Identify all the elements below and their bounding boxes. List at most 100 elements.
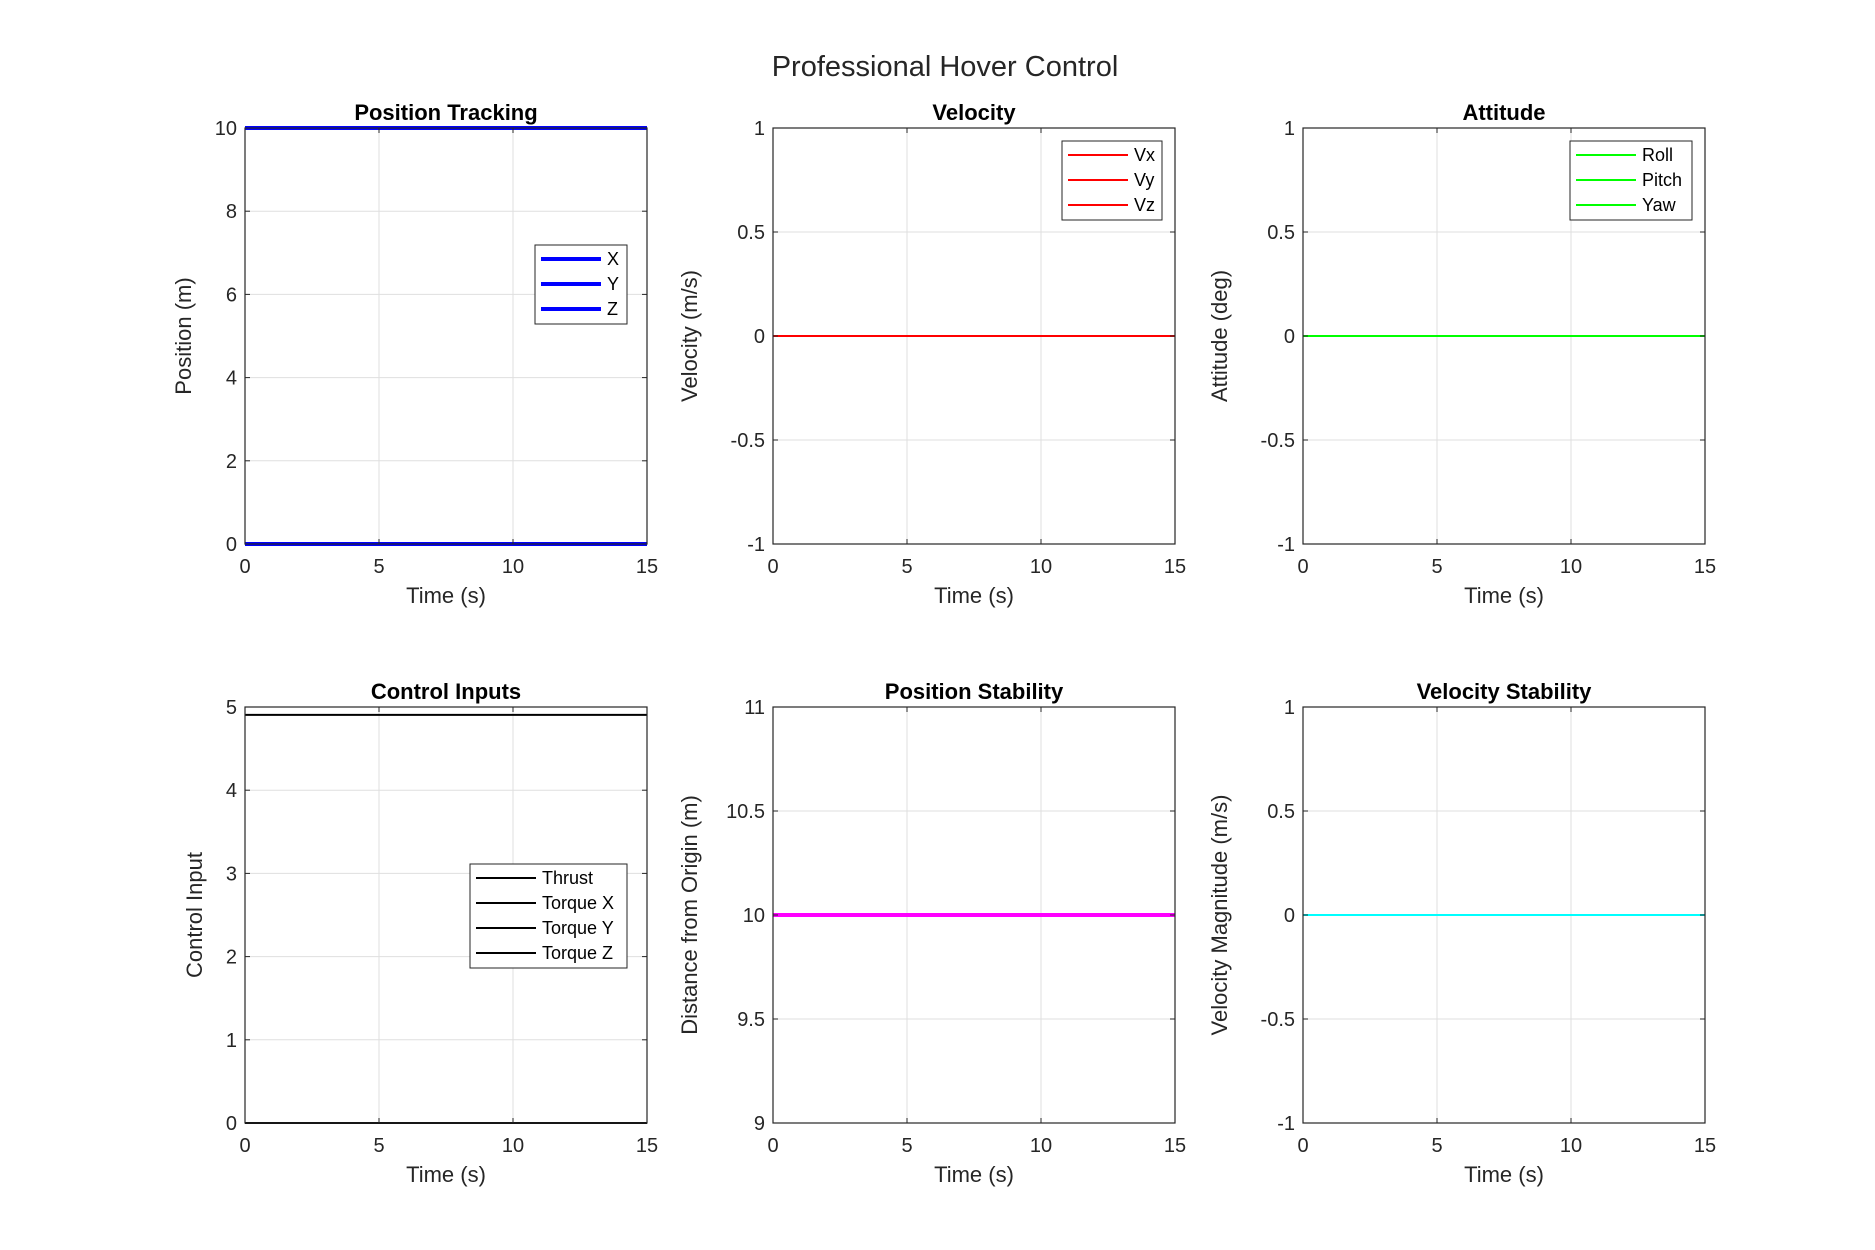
attitude-ytick-label-2: 0 [1284,326,1295,348]
posstab-xtick-label-2: 10 [1030,1135,1052,1157]
posstab-xlabel: Time (s) [934,1162,1014,1187]
velocity-ytick-label-2: 0 [754,326,765,348]
position-xtick-label-0: 0 [239,556,250,578]
velstab-ytick-label-3: 0.5 [1267,801,1295,823]
velocity-chart: 0 5 10 15 -1 -0.5 0 0.5 1 Velocity Time (s) Velocit… [677,100,1186,608]
control-axes-box [244,706,648,1124]
attitude-xlabel: Time (s) [1464,583,1544,608]
attitude-ytick-label-3: 0.5 [1267,222,1295,244]
control-legend: Thrust Torque X Torque Y Torque Z [469,863,628,969]
attitude-xtick-label-2: 10 [1560,556,1582,578]
velocity-ytick-label-4: 1 [754,118,765,140]
control-title: Control Inputs [371,679,521,704]
control-ylabel: Control Input [182,852,207,978]
attitude-xtick-label-0: 0 [1297,556,1308,578]
position-ytick-label-1: 2 [226,451,237,473]
control-legend-box [469,863,628,969]
posstab-ylabel: Distance from Origin (m) [677,795,702,1035]
control-ytick-label-0: 0 [226,1113,237,1135]
position-ytick-label-4: 8 [226,201,237,223]
position-ytick-label-0: 0 [226,534,237,556]
velocity-xtick-label-2: 10 [1030,556,1052,578]
posstab-title: Position Stability [885,679,1064,704]
velocity-ytick-label-1: -0.5 [731,430,765,452]
velstab-xtick-label-3: 15 [1694,1135,1716,1157]
attitude-legend-label-0: Roll [1642,145,1673,165]
posstab-ytick-label-3: 10.5 [726,801,765,823]
position-plot-area [245,128,647,544]
velocity-ytick-label-0: -1 [747,534,765,556]
position-legend: XYZ [534,244,628,325]
control-ytick-label-4: 4 [226,780,237,802]
control-legend-label-2: Torque Y [542,918,614,938]
control-legend-label-1: Torque X [542,893,614,913]
position-chart: 0 5 10 15 0 2 4 6 8 10 Position Tracking Time (s) Po… [171,100,658,608]
control-legend-label-3: Torque Z [542,943,613,963]
position-ytick-label-5: 10 [215,118,237,140]
posstab-ytick-label-2: 10 [743,905,765,927]
posstab-ytick-label-0: 9 [754,1113,765,1135]
control-xtick-label-1: 5 [373,1135,384,1157]
attitude-legend-label-1: Pitch [1642,170,1682,190]
velocity-xlabel: Time (s) [934,583,1014,608]
velstab-xtick-label-2: 10 [1560,1135,1582,1157]
velstab-ytick-label-2: 0 [1284,905,1295,927]
velocity-title: Velocity [932,100,1016,125]
velocity-xtick-label-1: 5 [901,556,912,578]
attitude-xtick-label-3: 15 [1694,556,1716,578]
velocity-ytick-label-3: 0.5 [737,222,765,244]
attitude-ytick-label-0: -1 [1277,534,1295,556]
position-legend-label-0: X [607,249,619,269]
position-ytick-label-3: 6 [226,284,237,306]
attitude-title: Attitude [1462,100,1545,125]
attitude-ylabel: Attitude (deg) [1207,270,1232,402]
attitude-legend: Roll Pitch Yaw [1569,140,1693,221]
velocity-xtick-label-0: 0 [767,556,778,578]
velocity-ylabel: Velocity (m/s) [677,270,702,402]
control-xlabel: Time (s) [406,1162,486,1187]
control-xtick-label-2: 10 [502,1135,524,1157]
velstab-xtick-label-1: 5 [1431,1135,1442,1157]
velstab-title: Velocity Stability [1417,679,1593,704]
posstab-xtick-label-0: 0 [767,1135,778,1157]
control-ytick-label-5: 5 [226,697,237,719]
control-legend-label-0: Thrust [542,868,593,888]
velstab-ytick-label-0: -1 [1277,1113,1295,1135]
position-ytick-label-2: 4 [226,368,237,390]
velocity-legend-label-1: Vy [1134,170,1154,190]
posstab-xtick-label-3: 15 [1164,1135,1186,1157]
control-ytick-label-3: 3 [226,863,237,885]
figure-title: Professional Hover Control [772,51,1119,83]
posstab-xtick-label-1: 5 [901,1135,912,1157]
position-ylabel: Position (m) [171,277,196,394]
attitude-ytick-label-1: -0.5 [1261,430,1295,452]
attitude-ytick-label-4: 1 [1284,118,1295,140]
control-ytick-label-2: 2 [226,947,237,969]
attitude-chart: 0 5 10 15 -1 -0.5 0 0.5 1 Attitude Time (s) Attitud… [1207,100,1716,608]
position-legend-label-2: Z [607,299,618,319]
control-chart: 0 5 10 15 0 1 2 3 4 5 Control Inputs Time (s) Contro… [182,679,658,1187]
position-axes-box [244,127,648,545]
position-xtick-label-2: 10 [502,556,524,578]
control-ytick-label-1: 1 [226,1030,237,1052]
velstab-ylabel: Velocity Magnitude (m/s) [1207,795,1232,1036]
attitude-xtick-label-1: 5 [1431,556,1442,578]
velocity-legend-label-2: Vz [1134,195,1155,215]
velocity-legend-label-0: Vx [1134,145,1155,165]
position-legend-label-1: Y [607,274,619,294]
position-title: Position Tracking [354,100,537,125]
velstab-xtick-label-0: 0 [1297,1135,1308,1157]
velstab-xlabel: Time (s) [1464,1162,1544,1187]
position-xlabel: Time (s) [406,583,486,608]
attitude-legend-label-2: Yaw [1642,195,1677,215]
control-xtick-label-0: 0 [239,1135,250,1157]
posstab-ytick-label-1: 9.5 [737,1009,765,1031]
velocity-xtick-label-3: 15 [1164,556,1186,578]
velocity-legend: Vx Vy Vz [1061,140,1163,221]
position-xtick-label-3: 15 [636,556,658,578]
position-xtick-label-1: 5 [373,556,384,578]
velstab-ytick-label-1: -0.5 [1261,1009,1295,1031]
control-xtick-label-3: 15 [636,1135,658,1157]
velstab-chart: 0 5 10 15 -1 -0.5 0 0.5 1 Velocity Stability Time … [1207,679,1716,1187]
